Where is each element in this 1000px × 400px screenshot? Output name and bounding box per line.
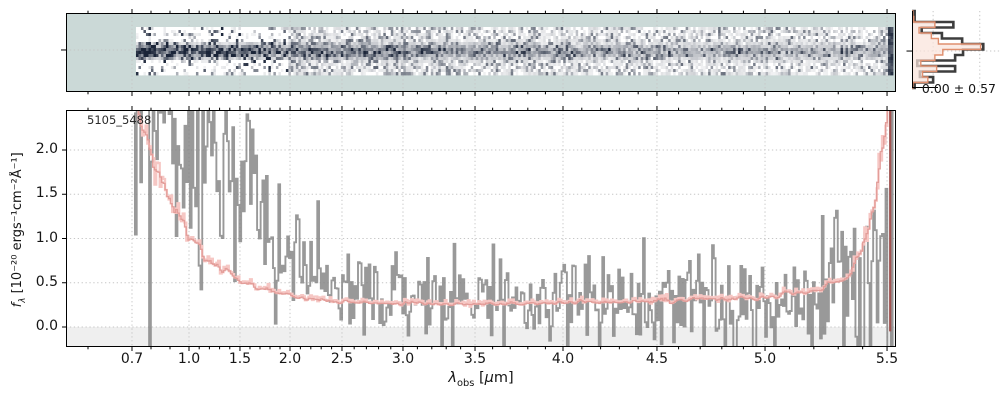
x-axis-unit-pre: [ [474, 370, 485, 386]
x-axis-subscript: obs [456, 377, 475, 389]
x-tick-label: 2.5 [330, 351, 354, 367]
x-tick-label: 5.5 [875, 351, 899, 367]
y-tick-label: 2.0 [35, 141, 58, 157]
x-tick-label: 1.0 [177, 351, 201, 367]
y-tick-label: 0.5 [35, 273, 58, 290]
x-tick-label: 1.5 [228, 351, 252, 367]
y-axis-unit: [10⁻²⁰ ergs⁻¹cm⁻²Å⁻¹] [10, 152, 26, 298]
x-axis-symbol: λ [448, 370, 457, 386]
x-axis-label: λobs [μm] [381, 370, 581, 389]
x-tick-label: 5.0 [753, 351, 777, 367]
x-tick-label: 3.0 [391, 351, 415, 367]
histogram-stats-label: 0.00 ± 0.57 [921, 81, 996, 96]
x-tick-label: 2.0 [278, 351, 302, 367]
y-tick-label: 1.0 [35, 229, 58, 246]
x-axis-unit-post: m] [493, 370, 514, 386]
x-tick-label: 0.7 [120, 351, 144, 367]
x-tick-label: 3.5 [463, 351, 487, 367]
x-tick-label: 4.5 [645, 351, 669, 367]
object-id-label: 5105_5488 [87, 113, 152, 127]
x-tick-label: 4.0 [551, 351, 575, 367]
y-axis-label: fλ [10⁻²⁰ ergs⁻¹cm⁻²Å⁻¹] [10, 114, 28, 346]
y-tick-label: 0.0 [35, 318, 58, 334]
x-axis-mu: μ [484, 370, 494, 386]
y-axis-subscript: λ [17, 297, 28, 303]
y-axis-symbol: f [10, 302, 26, 308]
y-tick-label: 1.5 [35, 185, 58, 202]
